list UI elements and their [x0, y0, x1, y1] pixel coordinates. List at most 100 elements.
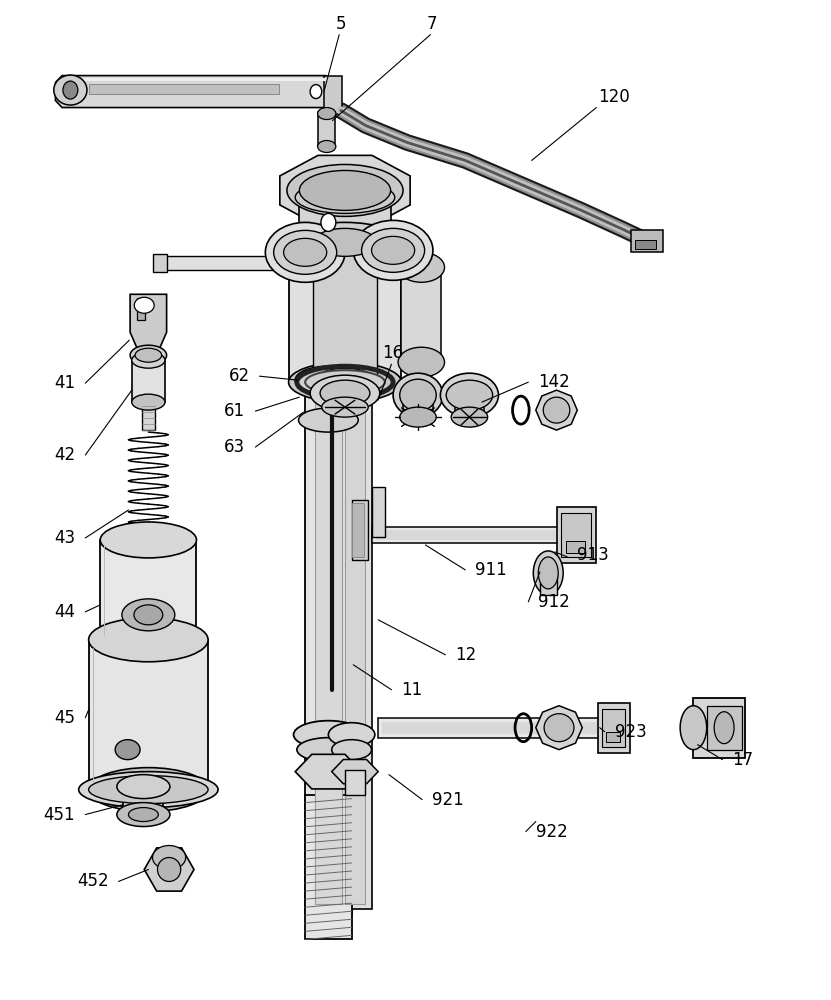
Text: 12: 12 — [455, 646, 476, 664]
Ellipse shape — [116, 740, 140, 760]
Bar — [706, 706, 741, 750]
Bar — [137, 298, 145, 320]
Bar — [401, 267, 441, 362]
Ellipse shape — [305, 370, 385, 394]
Ellipse shape — [101, 622, 196, 658]
Ellipse shape — [132, 394, 165, 410]
Bar — [561, 513, 591, 557]
Ellipse shape — [299, 170, 391, 210]
Ellipse shape — [293, 721, 363, 749]
Bar — [607, 732, 620, 742]
Text: 7: 7 — [427, 15, 437, 33]
Ellipse shape — [317, 108, 336, 120]
Bar — [101, 540, 196, 640]
Ellipse shape — [680, 706, 706, 750]
Bar — [376, 530, 561, 540]
Ellipse shape — [117, 803, 170, 827]
Ellipse shape — [298, 408, 358, 432]
Ellipse shape — [534, 551, 563, 595]
Ellipse shape — [313, 368, 376, 396]
Text: 17: 17 — [732, 751, 754, 769]
Ellipse shape — [79, 772, 218, 808]
Text: 11: 11 — [401, 681, 423, 699]
Ellipse shape — [288, 222, 401, 262]
Ellipse shape — [543, 397, 570, 423]
Ellipse shape — [361, 228, 425, 272]
Ellipse shape — [153, 846, 185, 869]
Ellipse shape — [117, 775, 170, 799]
Bar — [352, 503, 364, 557]
Ellipse shape — [287, 164, 403, 216]
Bar — [288, 242, 401, 382]
Text: 61: 61 — [224, 402, 245, 420]
Text: 42: 42 — [54, 446, 76, 464]
Polygon shape — [536, 706, 583, 750]
Text: 45: 45 — [54, 709, 76, 727]
Ellipse shape — [89, 618, 208, 662]
Ellipse shape — [398, 252, 445, 282]
Ellipse shape — [320, 380, 370, 406]
Ellipse shape — [400, 379, 436, 411]
Ellipse shape — [714, 712, 734, 744]
Text: 63: 63 — [224, 438, 245, 456]
Text: 62: 62 — [229, 367, 249, 385]
Polygon shape — [536, 390, 578, 430]
Ellipse shape — [371, 236, 415, 264]
Bar — [315, 385, 342, 904]
Text: 16: 16 — [382, 344, 404, 362]
Text: 451: 451 — [44, 806, 76, 824]
Polygon shape — [295, 754, 361, 789]
Bar — [124, 787, 164, 815]
Text: 921: 921 — [432, 791, 464, 809]
Bar — [352, 500, 368, 560]
Ellipse shape — [295, 366, 361, 394]
Ellipse shape — [310, 85, 322, 99]
Text: 913: 913 — [578, 546, 609, 564]
Bar — [382, 722, 604, 734]
Ellipse shape — [328, 723, 375, 747]
Bar — [89, 84, 279, 94]
Bar — [632, 230, 663, 252]
Ellipse shape — [332, 740, 371, 760]
Ellipse shape — [288, 362, 401, 402]
Bar — [318, 112, 335, 146]
Ellipse shape — [158, 858, 180, 881]
Bar — [403, 395, 433, 417]
Bar — [153, 254, 167, 272]
Ellipse shape — [538, 557, 558, 589]
Ellipse shape — [440, 373, 499, 417]
Bar — [455, 395, 484, 417]
Bar — [305, 795, 352, 939]
Ellipse shape — [89, 776, 208, 804]
Bar — [299, 197, 391, 242]
Bar — [313, 242, 376, 382]
Polygon shape — [62, 78, 328, 81]
Bar — [338, 380, 371, 909]
Text: 41: 41 — [54, 374, 76, 392]
Text: 142: 142 — [538, 373, 570, 391]
Ellipse shape — [63, 81, 78, 99]
Ellipse shape — [54, 75, 87, 105]
Ellipse shape — [451, 407, 488, 427]
Text: 923: 923 — [615, 723, 647, 741]
Bar — [345, 385, 365, 904]
Text: 120: 120 — [598, 88, 630, 106]
Ellipse shape — [101, 522, 196, 558]
Text: 922: 922 — [536, 823, 568, 841]
Bar — [345, 770, 365, 795]
Polygon shape — [56, 76, 332, 108]
Bar — [142, 402, 155, 430]
Ellipse shape — [265, 222, 345, 282]
Text: 44: 44 — [54, 603, 76, 621]
Bar — [132, 360, 165, 402]
Bar — [540, 573, 557, 595]
Bar — [305, 380, 352, 914]
Text: 452: 452 — [77, 872, 109, 890]
Ellipse shape — [89, 768, 208, 812]
Ellipse shape — [322, 397, 368, 417]
Bar — [567, 541, 585, 553]
Text: 43: 43 — [54, 529, 76, 547]
Polygon shape — [130, 294, 167, 355]
Ellipse shape — [130, 345, 167, 365]
Ellipse shape — [134, 605, 163, 625]
